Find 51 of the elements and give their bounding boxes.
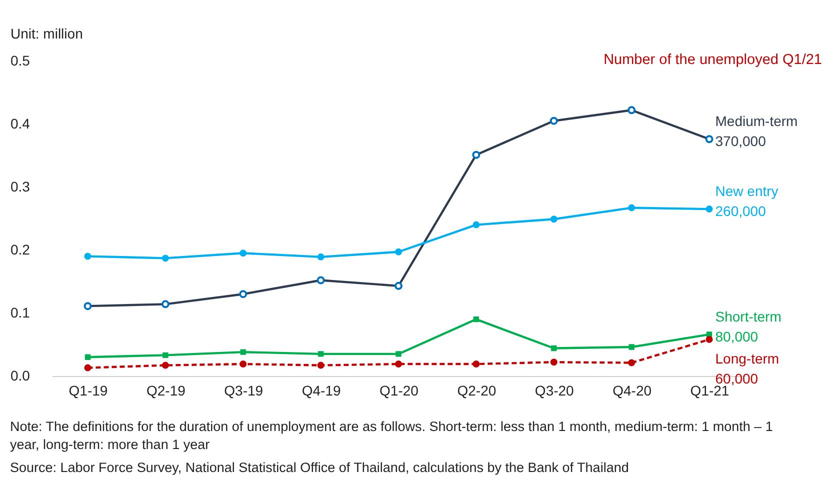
y-tick-label: 0.2 (10, 242, 30, 258)
annotation: 80,000 (715, 328, 758, 344)
x-tick-label: Q3-20 (534, 382, 574, 398)
y-tick-label: 0.3 (10, 178, 30, 194)
point (317, 253, 324, 260)
annotation: Number of the unemployed Q1/21 (604, 51, 822, 70)
y-axis-title: Unit: million (10, 26, 83, 42)
point (162, 254, 169, 262)
point (550, 358, 558, 366)
point (551, 345, 557, 352)
point (472, 360, 480, 368)
text: Note: The definitions for the duration of unemployment are as follows. Short-term: less than 1 month, medium-term: 1 month – 1 year, long-term: more than 1 year (10, 418, 774, 454)
point (162, 362, 169, 369)
y-tick-label: 0.0 (10, 368, 30, 384)
y-tick-label: 0.1 (10, 304, 30, 320)
source-note: Source: Labor Force Survey, National Statistical Office of Thailand, calculations by the Bank of Thailand (10, 459, 630, 477)
point (550, 216, 558, 223)
point (240, 250, 247, 257)
point (395, 248, 402, 256)
point (628, 204, 636, 212)
x-tick-label: Q1-20 (380, 382, 419, 398)
annotation: 370,000 (715, 133, 766, 150)
x-tick-label: Q2-19 (146, 382, 186, 398)
point (628, 359, 636, 366)
point (84, 364, 92, 372)
x-tick-label: Q4-20 (612, 382, 652, 398)
x-tick-label: Q4-19 (302, 382, 341, 398)
series-label: Long-term (715, 350, 780, 366)
x-tick-label: Q1-19 (68, 382, 108, 398)
point (395, 360, 402, 368)
series-label: Short-term (715, 308, 782, 324)
point (628, 344, 634, 350)
annotation: 260,000 (715, 203, 766, 220)
point (706, 206, 713, 213)
x-tick-label: Q3-19 (224, 382, 264, 398)
series-label: New entry (715, 183, 778, 200)
point (472, 221, 480, 228)
point (240, 349, 246, 355)
point (240, 360, 247, 368)
point (84, 252, 92, 260)
point (317, 362, 324, 369)
point (162, 352, 168, 358)
point (706, 336, 713, 343)
y-tick-label: 0.5 (10, 52, 30, 68)
point (473, 316, 480, 322)
point (84, 354, 91, 360)
series-label: Medium-term (715, 113, 798, 130)
y-tick-label: 0.4 (10, 116, 30, 132)
point (396, 351, 402, 357)
point (318, 351, 324, 357)
x-tick-label: Q2-20 (457, 382, 496, 398)
